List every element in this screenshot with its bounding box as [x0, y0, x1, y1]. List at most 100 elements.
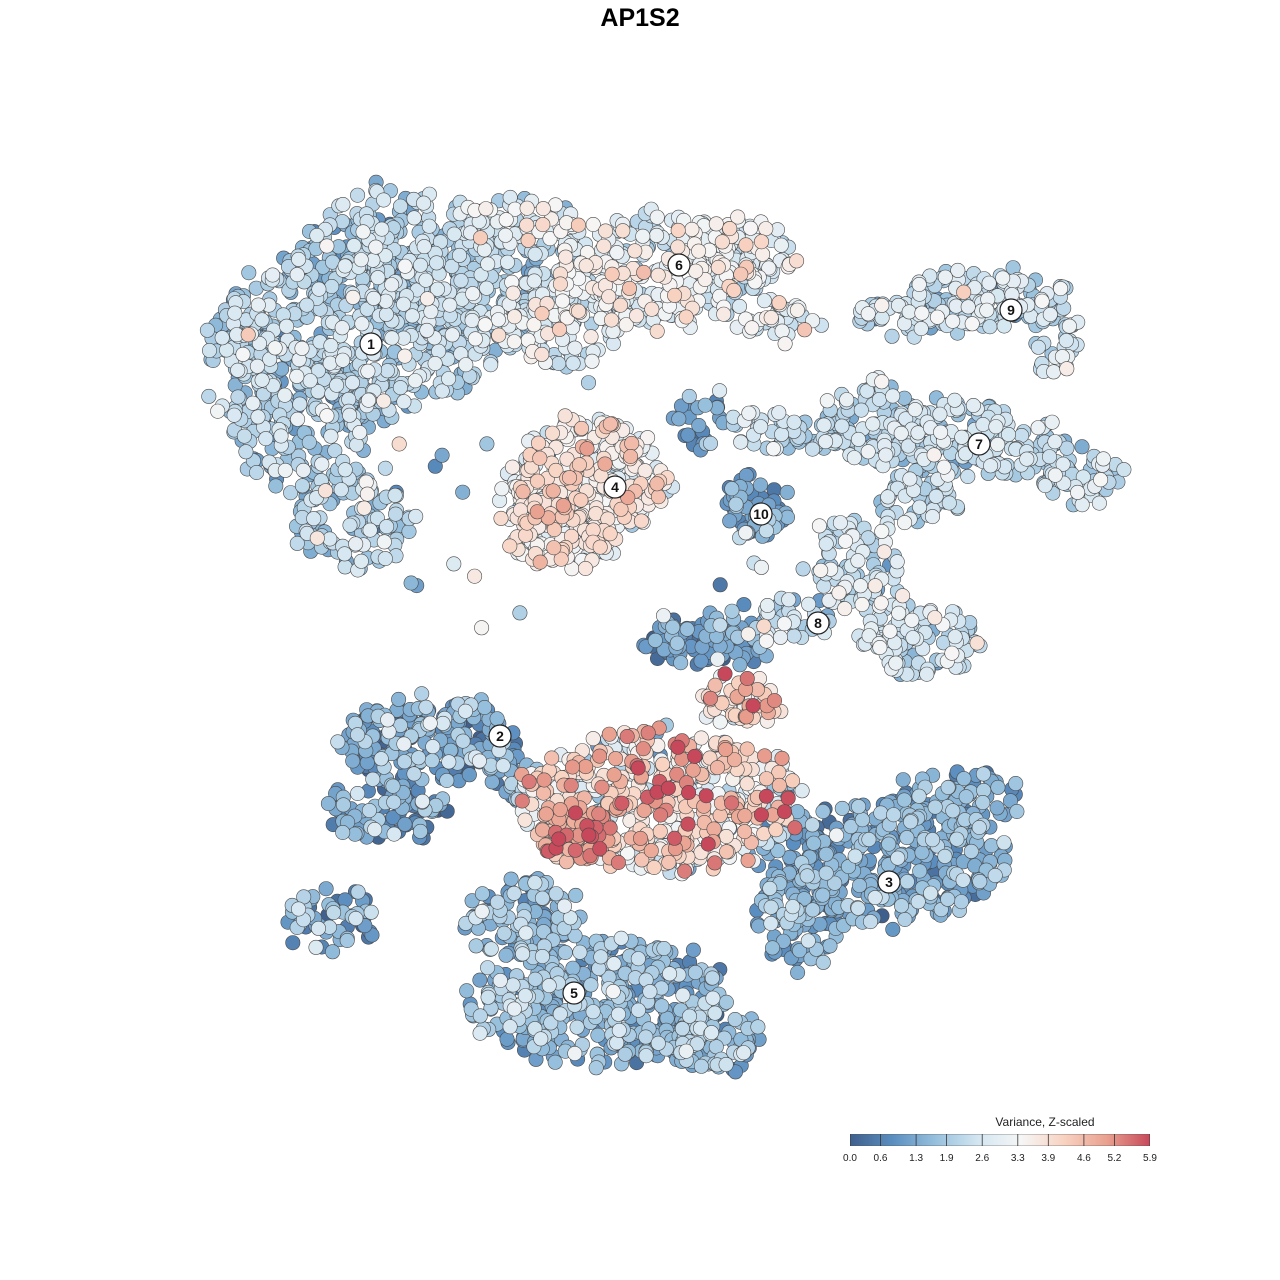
data-point: [377, 551, 393, 567]
data-point: [214, 330, 230, 346]
data-point: [474, 886, 490, 902]
points-layer: [199, 174, 1132, 1080]
data-point: [366, 290, 382, 306]
data-point: [678, 1043, 694, 1059]
data-point: [731, 298, 747, 314]
data-point: [459, 983, 475, 999]
data-point: [722, 513, 738, 529]
data-point: [771, 405, 787, 421]
data-point: [506, 1001, 522, 1017]
data-point: [353, 252, 369, 268]
data-point: [671, 411, 687, 427]
data-point: [419, 291, 435, 307]
data-point: [819, 393, 835, 409]
data-point: [673, 655, 689, 671]
data-point: [258, 431, 274, 447]
data-point: [691, 243, 707, 259]
data-point: [294, 478, 310, 494]
data-point: [527, 971, 543, 987]
data-point: [429, 255, 445, 271]
data-point: [655, 608, 671, 624]
data-point: [397, 348, 413, 364]
data-point: [779, 509, 795, 525]
data-point: [897, 911, 913, 927]
data-point: [472, 972, 488, 988]
data-point: [1030, 420, 1046, 436]
data-point: [446, 226, 462, 242]
data-point: [361, 802, 377, 818]
data-point: [611, 1022, 627, 1038]
data-point: [960, 468, 976, 484]
data-point: [552, 1006, 568, 1022]
data-point: [987, 867, 1003, 883]
data-point: [339, 932, 355, 948]
data-point: [423, 304, 439, 320]
data-point: [424, 753, 440, 769]
data-point: [290, 411, 306, 427]
data-point: [512, 605, 528, 621]
data-point: [230, 389, 246, 405]
data-point: [816, 417, 832, 433]
data-point: [518, 925, 534, 941]
data-point: [605, 983, 621, 999]
data-point: [1046, 364, 1062, 380]
data-point: [396, 736, 412, 752]
data-point: [954, 429, 970, 445]
data-point: [397, 816, 413, 832]
data-point: [744, 320, 760, 336]
data-point: [355, 224, 371, 240]
data-point: [290, 901, 306, 917]
data-point: [320, 796, 336, 812]
data-point: [724, 481, 740, 497]
data-point: [953, 894, 969, 910]
data-point: [337, 559, 353, 575]
data-point: [498, 212, 514, 228]
data-point: [427, 458, 443, 474]
data-point: [846, 450, 862, 466]
data-point: [329, 377, 345, 393]
data-point: [1047, 467, 1063, 483]
data-point: [912, 499, 928, 515]
data-point: [1000, 426, 1016, 442]
data-point: [1047, 434, 1063, 450]
data-point: [818, 536, 834, 552]
data-point: [610, 1006, 626, 1022]
data-point: [871, 391, 887, 407]
data-point: [527, 875, 543, 891]
data-point: [416, 239, 432, 255]
data-point: [914, 305, 930, 321]
data-point: [654, 998, 670, 1014]
data-point: [471, 753, 487, 769]
data-point: [738, 525, 754, 541]
data-point: [831, 585, 847, 601]
data-point: [896, 792, 912, 808]
data-point: [703, 1025, 719, 1041]
data-point: [230, 362, 246, 378]
data-point: [885, 921, 901, 937]
data-point: [554, 293, 570, 309]
data-point: [457, 703, 473, 719]
data-point: [483, 941, 499, 957]
data-point: [388, 506, 404, 522]
data-point: [740, 626, 756, 642]
data-point: [911, 276, 927, 292]
data-point: [267, 340, 283, 356]
data-point: [311, 281, 327, 297]
data-point: [763, 915, 779, 931]
data-point: [989, 800, 1005, 816]
data-point: [971, 819, 987, 835]
data-point: [630, 1002, 646, 1018]
data-point: [743, 220, 759, 236]
data-point: [265, 267, 281, 283]
data-point: [839, 392, 855, 408]
data-point: [345, 753, 361, 769]
data-point: [342, 407, 358, 423]
data-point: [764, 940, 780, 956]
data-point: [330, 734, 346, 750]
data-point: [249, 464, 265, 480]
data-point: [250, 297, 266, 313]
data-point: [370, 270, 386, 286]
data-point: [348, 536, 364, 552]
data-point: [707, 1005, 723, 1021]
data-point: [851, 799, 867, 815]
